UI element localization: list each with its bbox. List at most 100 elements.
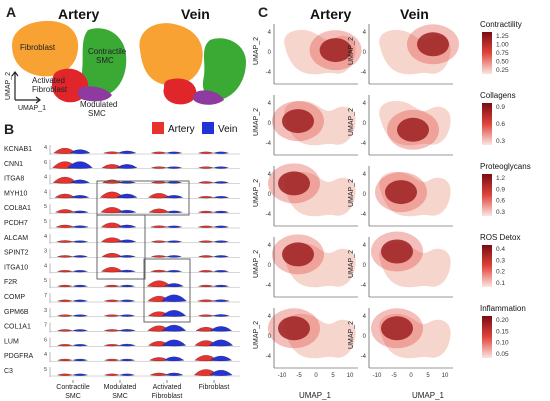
feature-hotspot (282, 109, 314, 134)
violin-artery (104, 314, 120, 317)
violin-artery (104, 284, 120, 288)
feature-halo (371, 308, 423, 349)
violin-artery (197, 299, 215, 302)
feature-y-tick: 0 (363, 334, 367, 340)
label-activated-1: Activated (32, 76, 65, 85)
colorbar (482, 316, 492, 358)
highlight-box-activated (143, 258, 191, 323)
violin-artery (57, 270, 73, 273)
violin-vein (72, 314, 88, 317)
violin-vein (119, 373, 135, 376)
cluster-modulated-smc (77, 86, 112, 102)
violin-artery (103, 151, 121, 154)
gene-label: COL1A1 (4, 324, 31, 331)
violin-vein (165, 210, 183, 214)
feature-y-tick: 4 (268, 30, 272, 36)
feature-halo (371, 231, 423, 272)
violin-artery (198, 255, 214, 258)
violin-artery (151, 166, 167, 169)
violin-vein (213, 196, 229, 199)
feature-y-tick: 4 (268, 101, 272, 107)
violin-vein (118, 269, 136, 273)
colorbar-title: ROS Detox (480, 233, 520, 242)
feature-halo (407, 24, 459, 65)
violin-vein (164, 283, 184, 288)
colorbar-tick: 1.00 (496, 42, 509, 49)
colorbar-tick: 1.25 (496, 33, 509, 40)
violin-vein (118, 329, 136, 332)
label-fibroblast: Fibroblast (20, 43, 56, 52)
group-label-2a: Modulated (104, 384, 137, 391)
violin-vein (164, 195, 184, 199)
violin-vein (118, 343, 136, 347)
feature-x-tick: 5 (331, 373, 335, 379)
label-modulated-1: Modulated (80, 100, 117, 109)
violin-artery (104, 299, 120, 302)
violin-artery (57, 373, 73, 376)
colorbar-title: Inflammation (480, 304, 526, 313)
feature-hotspot (381, 239, 413, 264)
group-label-3a: Activated (153, 384, 182, 391)
cluster-contractile-smc (81, 28, 127, 97)
violin-artery (104, 329, 120, 332)
gene-ymax: 4 (44, 263, 47, 269)
axis-umap1-c-left: UMAP_1 (299, 391, 332, 400)
feature-y-tick: 0 (363, 121, 367, 127)
feature-y-tick: 4 (363, 243, 367, 249)
violin-artery (57, 358, 73, 362)
panel-c-title-artery: Artery (310, 6, 351, 22)
violin-artery (104, 344, 120, 347)
gene-ymax: 7 (44, 323, 47, 329)
gene-ymax: 5 (44, 204, 47, 210)
panel-a-title-vein: Vein (181, 6, 210, 22)
feature-y-tick: 4 (363, 101, 367, 107)
feature-x-tick: 5 (426, 373, 430, 379)
colorbar (482, 245, 492, 287)
cluster-activated-fibroblast-vein (163, 78, 197, 105)
feature-hotspot (282, 242, 314, 267)
feature-y-tick: 4 (363, 172, 367, 178)
violin-vein (166, 166, 182, 169)
colorbar-tick: 0.05 (496, 351, 509, 358)
colorbar-tick: 0.6 (496, 121, 505, 128)
feature-halo (387, 109, 439, 150)
violin-artery (57, 344, 73, 347)
violin-artery (55, 224, 75, 228)
violin-vein (161, 339, 187, 347)
gene-ymax: 4 (44, 352, 47, 358)
violin-vein (166, 255, 182, 258)
violin-vein (166, 225, 182, 228)
violin-artery (57, 299, 73, 302)
feature-y-tick: 0 (268, 192, 272, 198)
legend-artery-label: Artery (168, 124, 195, 135)
gene-label: F2R (4, 279, 17, 286)
violin-vein (213, 255, 229, 258)
violin-vein (213, 181, 229, 184)
colorbar (482, 32, 492, 74)
feature-y-tick: 4 (363, 30, 367, 36)
violin-plot: KCNAB1 4 CNN1 6 ITGA8 4 MYH10 4 COL8A1 5 PCDH7 5 ALC… (4, 145, 240, 383)
feature-y-tick: -4 (266, 212, 272, 218)
gene-ymax: 5 (44, 278, 47, 284)
cluster-fibroblast-vein (139, 23, 203, 86)
label-modulated-2: SMC (88, 109, 106, 118)
violin-vein (163, 356, 185, 362)
umap-artery (12, 20, 127, 103)
gene-label: LUM (4, 338, 19, 345)
gene-label: PDGFRA (4, 353, 34, 360)
violin-vein (208, 339, 234, 347)
feature-y-label: UMAP_2 (348, 108, 355, 136)
panel-b-letter: B (4, 121, 14, 137)
feature-y-label: UMAP_2 (348, 179, 355, 207)
violin-vein (213, 270, 229, 273)
violin-artery (104, 358, 120, 362)
feature-y-tick: 0 (363, 50, 367, 56)
violin-vein (117, 224, 137, 228)
violin-artery (149, 372, 169, 376)
feature-y-tick: 0 (268, 334, 272, 340)
panel-c-title-vein: Vein (400, 6, 429, 22)
violin-artery (55, 209, 75, 214)
colorbar (482, 174, 492, 216)
gene-label: COL8A1 (4, 205, 31, 212)
umap-vein (139, 23, 246, 105)
